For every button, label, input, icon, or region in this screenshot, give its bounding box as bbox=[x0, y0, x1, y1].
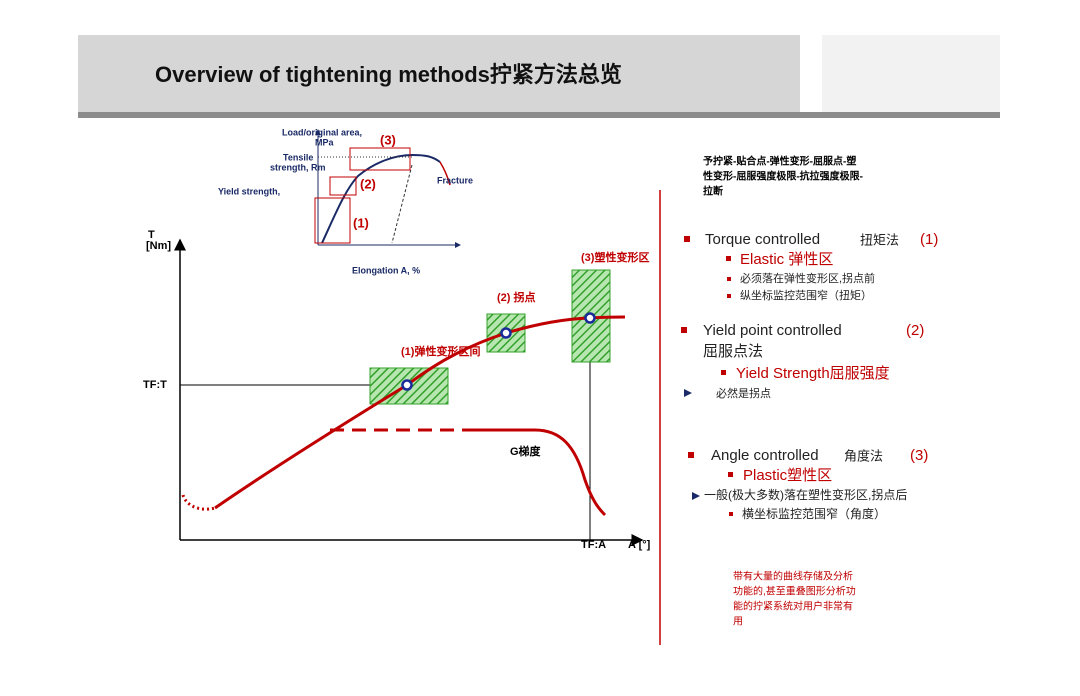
method-note: 横坐标监控范围窄（角度） bbox=[742, 506, 886, 521]
gradient-label: G梯度 bbox=[510, 444, 542, 458]
method-name: Angle controlled bbox=[711, 447, 819, 464]
method-note: 纵坐标监控范围窄（扭矩） bbox=[740, 288, 872, 302]
arrow-bullet bbox=[684, 389, 692, 397]
point bbox=[401, 379, 413, 391]
footnote: 功能的,甚至重叠图形分析功 bbox=[733, 585, 856, 598]
bullet bbox=[684, 236, 690, 242]
inset-fracture-curve bbox=[439, 161, 451, 186]
footnote: 能的拧紧系统对用户非常有 bbox=[733, 600, 853, 613]
method-note: 一般(极大多数)落在塑性变形区,拐点后 bbox=[704, 487, 907, 502]
method-zone: Yield Strength屈服强度 bbox=[736, 365, 890, 382]
inset-label: Elongation A, % bbox=[352, 265, 420, 275]
axis-label: T bbox=[148, 229, 155, 241]
method-note: 必然是拐点 bbox=[716, 386, 771, 400]
curve-start bbox=[181, 494, 216, 511]
tf-a-label: TF:A bbox=[581, 539, 606, 551]
zone-label: (1)弹性变形区间 bbox=[401, 344, 480, 358]
bullet bbox=[727, 294, 731, 298]
footnote: 用 bbox=[733, 617, 743, 628]
axis-label: [Nm] bbox=[146, 240, 171, 252]
zone-label: (3)塑性变形区 bbox=[581, 250, 649, 264]
method-cn: 扭矩法 bbox=[860, 232, 899, 247]
inset-label: Yield strength, bbox=[218, 186, 280, 196]
inset: Load/original area, MPa (3) Tensile stre… bbox=[218, 127, 473, 275]
inset-unload bbox=[391, 164, 413, 244]
inset-label: Load/original area, bbox=[282, 127, 362, 137]
inset-label: Tensile bbox=[283, 152, 313, 162]
bullet bbox=[728, 472, 733, 477]
method-zone: Elastic 弹性区 bbox=[740, 251, 833, 268]
bullet bbox=[721, 370, 726, 375]
inset-label: (3) bbox=[380, 132, 396, 147]
footnote: 带有大量的曲线存储及分析 bbox=[733, 570, 853, 583]
bullet bbox=[726, 256, 731, 261]
inset-label: (1) bbox=[353, 215, 369, 230]
method-num: (2) bbox=[906, 322, 924, 339]
method-name: Yield point controlled bbox=[703, 322, 842, 339]
bullet bbox=[688, 452, 694, 458]
inset-label: Fracture bbox=[437, 175, 473, 185]
zone-label: (2) 拐点 bbox=[497, 290, 536, 304]
main-diagram: T [Nm] TF:T TF:A A [°] (1)弹性变形区间 (2) 拐点 … bbox=[143, 229, 651, 551]
intro: 性变形-屈服强度极限-抗拉强度极限- bbox=[702, 170, 863, 183]
point bbox=[584, 312, 596, 324]
inset-label: (2) bbox=[360, 176, 376, 191]
title-rule bbox=[78, 112, 1000, 118]
method-num: (1) bbox=[920, 231, 938, 248]
arrow-bullet bbox=[692, 492, 700, 500]
method-note: 必须落在弹性变形区,拐点前 bbox=[740, 271, 875, 285]
bullet bbox=[727, 277, 731, 281]
title-bar bbox=[78, 35, 800, 112]
inset-label: MPa bbox=[315, 137, 335, 147]
intro: 予拧紧-贴合点-弹性变形-屈服点-塑 bbox=[703, 155, 856, 168]
method-cn: 屈服点法 bbox=[703, 343, 763, 360]
method-name: Torque controlled bbox=[705, 231, 820, 248]
method-num: (3) bbox=[910, 447, 928, 464]
bullet bbox=[681, 327, 687, 333]
tf-t-label: TF:T bbox=[143, 379, 167, 391]
inset-box3 bbox=[349, 147, 411, 171]
right-panel: 予拧紧-贴合点-弹性变形-屈服点-塑 性变形-屈服强度极限-抗拉强度极限- 拉断… bbox=[681, 155, 938, 628]
title-bar-right bbox=[822, 35, 1000, 112]
inset-label: strength, Rm bbox=[270, 162, 326, 172]
method-zone: Plastic塑性区 bbox=[743, 467, 832, 484]
gradient-curve bbox=[470, 428, 607, 517]
bullet bbox=[729, 512, 733, 516]
intro: 拉断 bbox=[703, 185, 723, 198]
method-cn: 角度法 bbox=[844, 448, 883, 463]
axis-label: A [°] bbox=[628, 539, 651, 551]
inset-box2 bbox=[329, 176, 357, 196]
inset-box1 bbox=[314, 197, 351, 244]
point bbox=[500, 327, 512, 339]
inset-curve bbox=[321, 153, 441, 244]
title: Overview of tightening methods拧紧方法总览 bbox=[155, 62, 622, 87]
